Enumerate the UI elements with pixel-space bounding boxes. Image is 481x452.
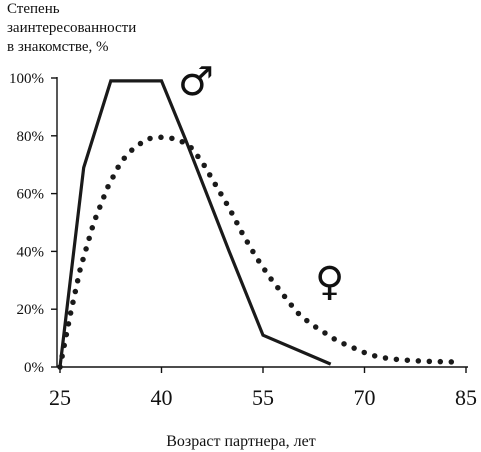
- y-tick-label: 0%: [24, 360, 44, 376]
- female-series-glyph: ♀: [315, 259, 344, 305]
- x-tick-marks: [59, 367, 467, 373]
- y-tick-label: 100%: [9, 71, 44, 87]
- y-tick-marks: [51, 77, 57, 368]
- y-tick-labels: 0% 20% 40% 60% 80% 100%: [9, 71, 44, 376]
- x-tick-label: 40: [151, 385, 173, 410]
- y-tick-label: 40%: [17, 244, 45, 260]
- y-tick-label: 80%: [17, 129, 45, 145]
- y-axis-label-line-1: Степень: [7, 1, 60, 17]
- x-tick-label: 55: [252, 385, 274, 410]
- y-tick-label: 20%: [17, 302, 45, 318]
- female-series-line: [57, 134, 462, 370]
- y-axis-label-line-2: заинтересованности: [7, 20, 136, 36]
- x-axis-label: Возраст партнера, лет: [166, 433, 315, 450]
- x-tick-label: 85: [455, 385, 477, 410]
- x-tick-label: 70: [354, 385, 376, 410]
- series-layer: [57, 79, 462, 370]
- x-tick-label: 25: [49, 385, 71, 410]
- y-tick-label: 60%: [17, 187, 45, 203]
- male-series-glyph: ♂: [178, 59, 214, 105]
- y-axis-label-line-3: в знакомстве, %: [7, 39, 109, 55]
- x-tick-labels: 25 40 55 70 85: [49, 385, 477, 410]
- male-series-line: [58, 79, 332, 368]
